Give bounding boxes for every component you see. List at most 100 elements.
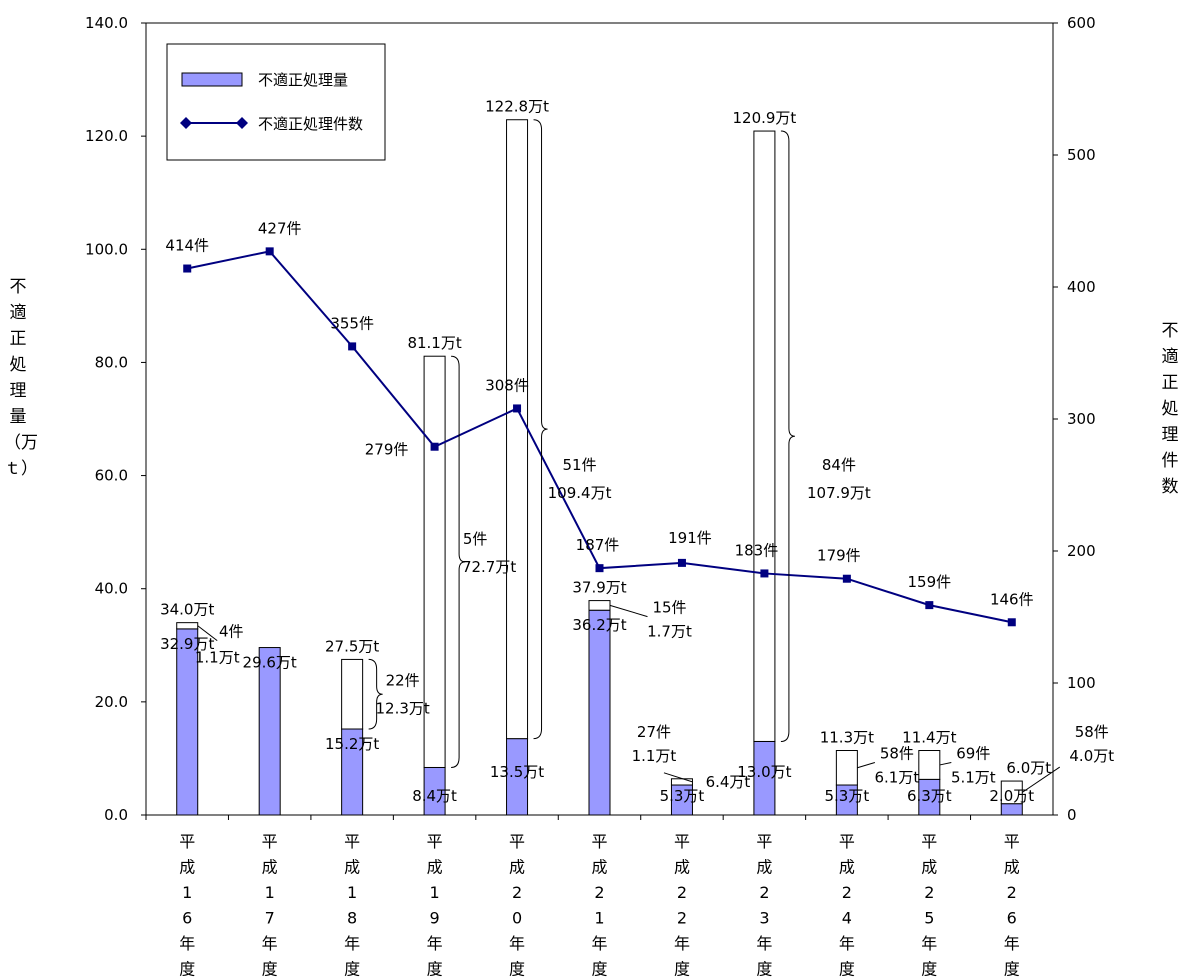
legend-marker xyxy=(180,117,192,129)
segment-count-label: 58件 xyxy=(880,745,914,763)
legend-label-amount: 不適正処理量 xyxy=(258,71,348,89)
count-point xyxy=(348,342,357,351)
count-label: 279件 xyxy=(365,441,409,459)
count-label: 183件 xyxy=(735,541,779,559)
y-right-tick-label: 300 xyxy=(1067,410,1096,428)
segment-amount-label: 4.0万t xyxy=(1069,747,1114,765)
bar-bottom-label: 8.4万t xyxy=(412,787,457,805)
bar-total-label: 11.3万t xyxy=(820,729,874,747)
y-right-tick-label: 100 xyxy=(1067,674,1096,692)
x-tick-label: 平成 2 0 年度 xyxy=(509,832,525,979)
bar-top xyxy=(753,130,776,742)
bar-total-label: 27.5万t xyxy=(325,637,379,655)
legend-label-count: 不適正処理件数 xyxy=(258,115,363,133)
segment-amount-label: 1.1万t xyxy=(195,649,240,667)
bar-top xyxy=(341,658,364,730)
y-left-tick-label: 0.0 xyxy=(104,806,128,824)
count-point xyxy=(595,564,604,573)
segment-amount-label: 1.1万t xyxy=(632,747,677,765)
segment-brace xyxy=(780,130,795,742)
count-point xyxy=(265,247,274,256)
x-tick-label: 平成 2 2 年度 xyxy=(674,832,690,979)
segment-leader xyxy=(939,762,952,766)
y-left-tick-label: 80.0 xyxy=(95,353,128,371)
count-point xyxy=(760,569,769,578)
legend-box xyxy=(166,43,386,161)
bar-bottom-label: 6.3万t xyxy=(907,787,952,805)
bar-total-label: 122.8万t xyxy=(485,98,549,116)
bar-bottom-label: 2.0万t xyxy=(989,787,1034,805)
segment-count-label: 4件 xyxy=(219,623,244,641)
bar-bottom-label: 13.5万t xyxy=(490,763,544,781)
bar-bottom-label: 32.9万t xyxy=(160,635,214,653)
segment-amount-label: 1.7万t xyxy=(647,623,692,641)
count-label: 308件 xyxy=(485,376,529,394)
bar-bottom-label: 15.2万t xyxy=(325,735,379,753)
bar-total-label: 81.1万t xyxy=(407,334,461,352)
count-label: 187件 xyxy=(576,536,620,554)
bar-total-label: 34.0万t xyxy=(160,601,214,619)
bar-bottom xyxy=(1000,803,1023,816)
bar-top xyxy=(506,119,529,740)
segment-count-label: 5件 xyxy=(463,530,488,548)
bar-total-label: 37.9万t xyxy=(572,579,626,597)
segment-amount-label: 12.3万t xyxy=(375,699,429,717)
y-right-tick-label: 200 xyxy=(1067,542,1096,560)
segment-count-label: 27件 xyxy=(637,723,671,741)
y-left-tick-label: 140.0 xyxy=(85,14,128,32)
x-tick-label: 平成 2 5 年度 xyxy=(921,832,937,979)
segment-amount-label: 72.7万t xyxy=(462,558,516,576)
count-point xyxy=(183,264,192,273)
count-label: 159件 xyxy=(907,573,951,591)
bar-total-label: 11.4万t xyxy=(902,729,956,747)
bar-top xyxy=(176,622,199,630)
segment-count-label: 84件 xyxy=(822,456,856,474)
y-left-tick-label: 60.0 xyxy=(95,467,128,485)
y-right-tick-label: 600 xyxy=(1067,14,1096,32)
segment-count-label: 58件 xyxy=(1075,723,1109,741)
bar-bottom xyxy=(588,609,611,816)
bar-bottom-label: 13.0万t xyxy=(737,763,791,781)
x-tick-label: 平成 2 3 年度 xyxy=(756,832,772,979)
bar-top xyxy=(835,750,858,786)
segment-brace xyxy=(368,658,383,730)
segment-count-label: 15件 xyxy=(652,599,686,617)
y-axis-left-title: 不適正処理量（万ｔ） xyxy=(4,277,38,479)
y-right-tick-label: 400 xyxy=(1067,278,1096,296)
bar-total-label: 6.0万t xyxy=(1006,759,1051,777)
count-label: 179件 xyxy=(817,547,861,565)
x-tick-label: 平成 1 8 年度 xyxy=(344,832,360,979)
bar-total-label: 120.9万t xyxy=(732,109,796,127)
bar-bottom-label: 5.3万t xyxy=(660,787,705,805)
bar-bottom-label: 5.3万t xyxy=(824,787,869,805)
y-left-tick-label: 20.0 xyxy=(95,693,128,711)
segment-leader xyxy=(1021,766,1061,793)
segment-leader xyxy=(197,625,218,642)
segment-amount-label: 6.1万t xyxy=(874,769,919,787)
count-label: 191件 xyxy=(668,529,712,547)
count-point xyxy=(925,601,934,610)
segment-count-label: 69件 xyxy=(956,745,990,763)
y-left-tick-label: 100.0 xyxy=(85,240,128,258)
segment-amount-label: 107.9万t xyxy=(807,484,871,502)
bar-top xyxy=(423,355,446,768)
segment-leader xyxy=(857,762,876,769)
count-label: 414件 xyxy=(165,237,209,255)
count-label: 427件 xyxy=(258,219,302,237)
legend-marker xyxy=(236,117,248,129)
x-tick-label: 平成 1 7 年度 xyxy=(262,832,278,979)
count-point xyxy=(677,558,686,567)
bar-top xyxy=(918,750,941,780)
segment-amount-label: 5.1万t xyxy=(951,769,996,787)
bar-top xyxy=(588,600,611,611)
y-axis-right-title: 不適正処理件数 xyxy=(1161,321,1179,497)
bar-top xyxy=(670,778,693,786)
x-tick-label: 平成 1 9 年度 xyxy=(427,832,443,979)
count-label: 146件 xyxy=(990,590,1034,608)
segment-leader xyxy=(609,604,648,618)
bar-total-label: 6.4万t xyxy=(706,773,751,791)
segment-amount-label: 109.4万t xyxy=(548,484,612,502)
segment-count-label: 51件 xyxy=(562,456,596,474)
bar-bottom xyxy=(258,647,281,816)
